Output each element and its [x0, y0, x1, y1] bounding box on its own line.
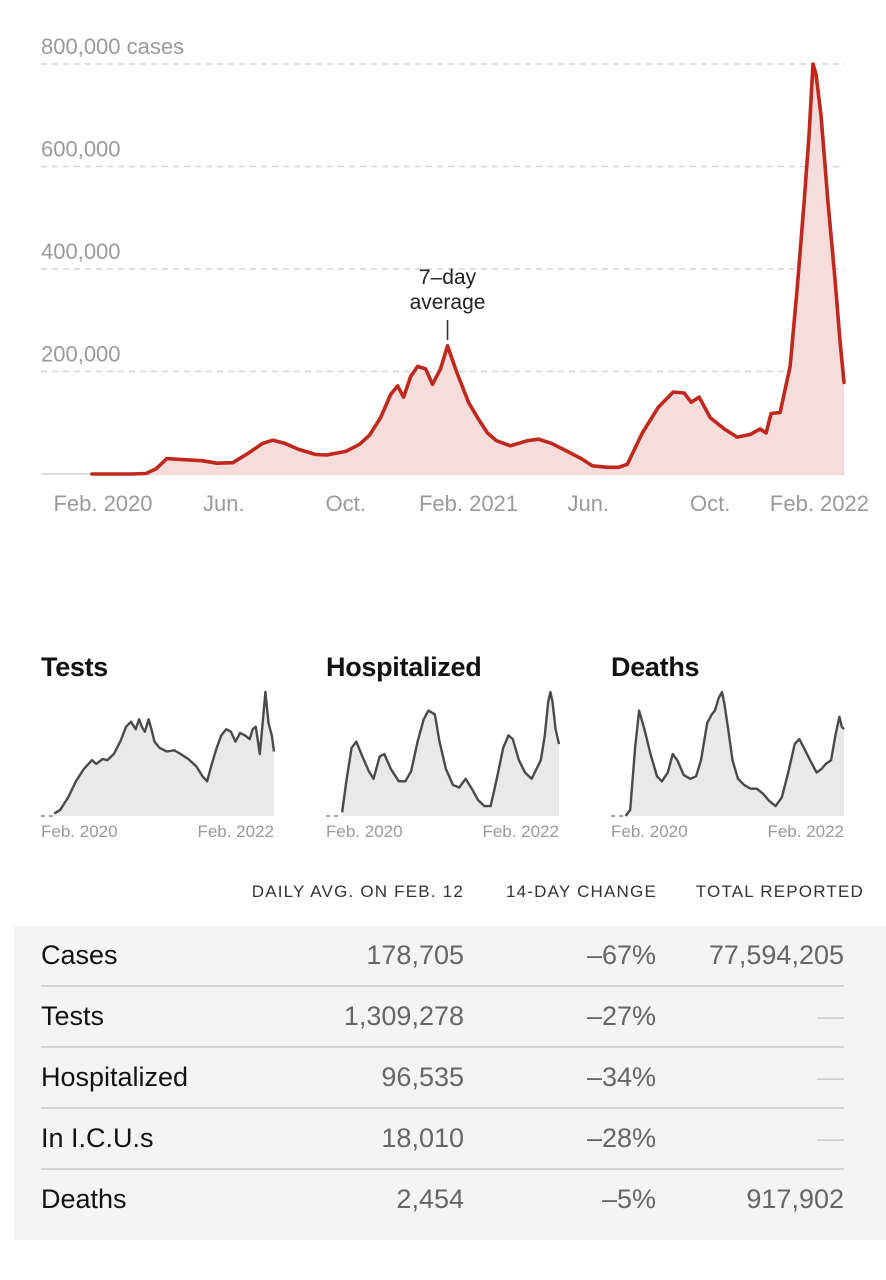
row-change: –28% — [586, 1123, 656, 1153]
mini-x-tick-label: Feb. 2020 — [41, 822, 118, 841]
table-row-hospitalized: Hospitalized 96,535 –34% — — [41, 1048, 844, 1109]
col-daily-avg: DAILY AVG. ON FEB. 12 — [251, 882, 464, 901]
row-daily-avg: 96,535 — [381, 1062, 464, 1092]
row-total: 77,594,205 — [708, 940, 844, 970]
row-change: –67% — [586, 940, 656, 970]
row-label: Deaths — [41, 1184, 127, 1214]
row-change: –34% — [586, 1062, 656, 1092]
annotation-line-2: average — [410, 291, 486, 314]
x-tick-label: Jun. — [568, 491, 610, 516]
y-tick-label: 800,000 cases — [41, 34, 184, 59]
row-daily-avg: 2,454 — [396, 1184, 464, 1214]
x-tick-label: Feb. 2020 — [53, 491, 152, 516]
mini-x-tick-label: Feb. 2022 — [197, 822, 274, 841]
mini-x-tick-label: Feb. 2020 — [611, 822, 688, 841]
cases-chart: 200,000 400,000 600,000 800,000 cases Feb. … — [41, 34, 869, 516]
cases-area-layer — [90, 62, 846, 476]
mini-x-tick-label: Feb. 2022 — [767, 822, 844, 841]
mini-x-tick-label: Feb. 2022 — [482, 822, 559, 841]
x-tick-label: Oct. — [325, 491, 365, 516]
table-row-deaths: Deaths 2,454 –5% 917,902 — [41, 1170, 844, 1231]
x-tick-label: Jun. — [203, 491, 245, 516]
mini-line — [340, 690, 560, 813]
hospitalized-mini-chart: Feb. 2020 Feb. 2022 — [326, 690, 560, 841]
y-tick-label: 200,000 — [41, 342, 121, 367]
row-change: –27% — [586, 1001, 656, 1031]
row-label: In I.C.U.s — [41, 1123, 154, 1153]
mini-area — [342, 692, 559, 816]
table-row-icu: In I.C.U.s 18,010 –28% — — [41, 1109, 844, 1170]
x-tick-labels: Feb. 2020 Jun. Oct. Feb. 2021 Jun. Oct. Feb. 2… — [53, 491, 869, 516]
mini-area — [54, 692, 274, 816]
mini-line — [624, 690, 845, 817]
tests-title: Tests — [41, 652, 109, 682]
row-label: Tests — [41, 1001, 105, 1031]
row-daily-avg: 18,010 — [381, 1123, 464, 1153]
x-tick-label: Oct. — [690, 491, 730, 516]
mini-x-tick-label: Feb. 2020 — [326, 822, 403, 841]
row-total: — — [817, 1062, 844, 1092]
table-header: DAILY AVG. ON FEB. 12 14-DAY CHANGE TOTA… — [0, 882, 886, 908]
table-row-tests: Tests 1,309,278 –27% — — [41, 987, 844, 1048]
x-tick-label: Feb. 2022 — [770, 491, 869, 516]
row-label: Cases — [41, 940, 118, 970]
row-daily-avg: 1,309,278 — [343, 1001, 464, 1031]
table-row-cases: Cases 178,705 –67% 77,594,205 — [41, 926, 844, 987]
y-tick-labels: 200,000 400,000 600,000 800,000 cases — [41, 34, 184, 367]
deaths-mini-chart: Feb. 2020 Feb. 2022 — [611, 690, 845, 841]
cases-area — [92, 64, 844, 474]
col-total-reported: TOTAL REPORTED — [695, 882, 864, 901]
row-total: — — [817, 1001, 844, 1031]
y-tick-label: 400,000 — [41, 239, 121, 264]
x-tick-label: Feb. 2021 — [419, 491, 518, 516]
col-14-day-change: 14-DAY CHANGE — [505, 882, 657, 901]
mini-line — [53, 690, 275, 815]
y-tick-label: 600,000 — [41, 137, 121, 162]
hospitalized-title: Hospitalized — [326, 652, 482, 682]
tests-mini-chart: Feb. 2020 Feb. 2022 — [41, 690, 275, 841]
mini-area — [625, 692, 844, 816]
row-change: –5% — [601, 1184, 656, 1214]
row-label: Hospitalized — [41, 1062, 189, 1092]
cases-line — [90, 62, 846, 476]
annotation-line-1: 7–day — [419, 266, 477, 289]
row-total: — — [817, 1123, 844, 1153]
summary-table: Cases 178,705 –67% 77,594,205 Tests 1,30… — [14, 926, 886, 1240]
deaths-title: Deaths — [611, 652, 700, 682]
row-daily-avg: 178,705 — [366, 940, 464, 970]
row-total: 917,902 — [746, 1184, 844, 1214]
